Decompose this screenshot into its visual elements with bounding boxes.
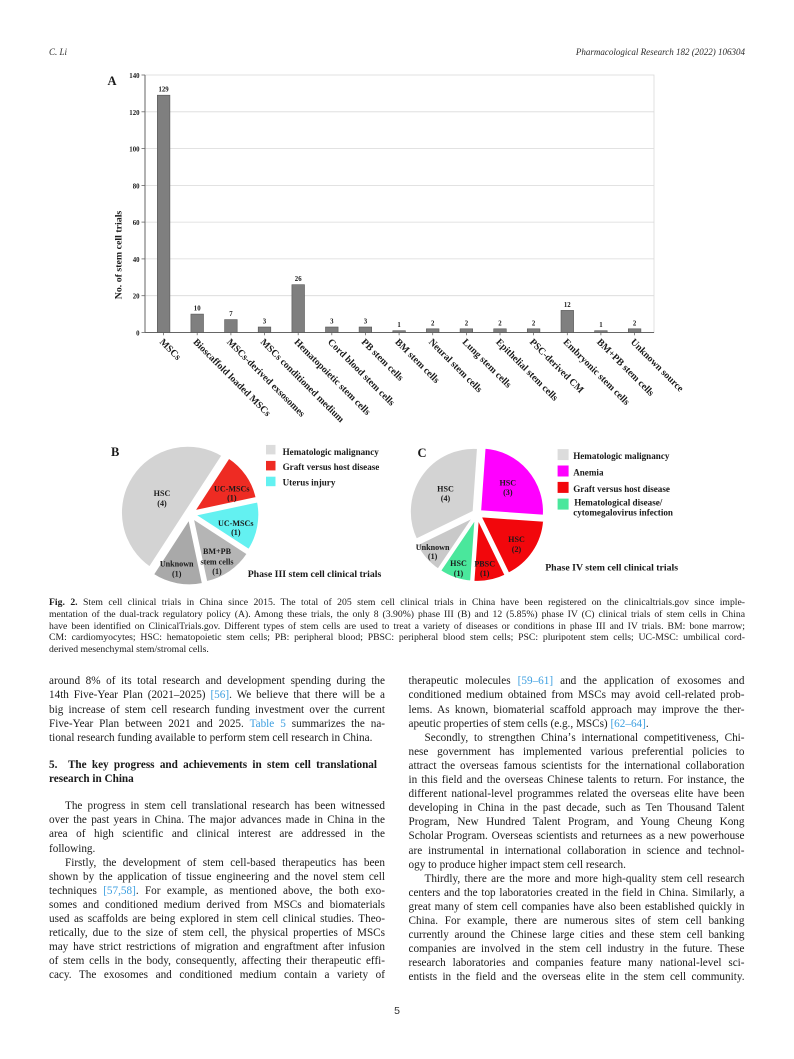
svg-text:Anemia: Anemia: [573, 468, 604, 478]
svg-text:(1): (1): [428, 552, 438, 561]
svg-text:HSC: HSC: [499, 478, 516, 487]
svg-text:7: 7: [229, 311, 233, 318]
svg-text:(1): (1): [172, 569, 182, 578]
svg-text:100: 100: [129, 147, 140, 154]
svg-text:MSCs: MSCs: [157, 337, 183, 363]
svg-text:Graft versus host disease: Graft versus host disease: [573, 484, 670, 494]
svg-text:Graft versus host disease: Graft versus host disease: [283, 462, 380, 472]
svg-text:Phase III stem cell clinical t: Phase III stem cell clinical trials: [248, 569, 382, 580]
svg-text:1: 1: [599, 322, 603, 329]
svg-text:80: 80: [133, 183, 140, 190]
svg-text:Epithelial stem cells: Epithelial stem cells: [493, 337, 560, 404]
svg-text:26: 26: [295, 276, 302, 283]
svg-text:(4): (4): [441, 494, 451, 503]
svg-text:(1): (1): [212, 567, 222, 576]
svg-text:B: B: [111, 445, 119, 459]
svg-text:Unknown: Unknown: [160, 560, 194, 569]
svg-text:40: 40: [133, 257, 140, 264]
svg-text:Uterus injury: Uterus injury: [283, 478, 336, 488]
svg-text:60: 60: [133, 220, 140, 227]
svg-text:C: C: [418, 446, 427, 460]
svg-text:(1): (1): [227, 494, 237, 503]
svg-text:2: 2: [532, 320, 536, 327]
svg-text:(3): (3): [503, 488, 513, 497]
svg-text:20: 20: [133, 294, 140, 301]
svg-text:0: 0: [136, 331, 140, 338]
svg-text:129: 129: [158, 87, 169, 94]
svg-text:Hematologic malignancy: Hematologic malignancy: [283, 447, 380, 457]
svg-text:BM+PB: BM+PB: [203, 547, 232, 556]
svg-text:12: 12: [564, 302, 571, 309]
svg-text:3: 3: [263, 319, 267, 326]
svg-text:stem cells: stem cells: [200, 557, 233, 566]
svg-text:Hematological disease/: Hematological disease/: [574, 498, 663, 508]
svg-text:A: A: [108, 74, 117, 88]
svg-text:PBSC: PBSC: [474, 560, 495, 569]
svg-text:(2): (2): [512, 545, 522, 554]
svg-text:(4): (4): [157, 499, 167, 508]
svg-text:120: 120: [129, 110, 140, 117]
svg-text:3: 3: [330, 319, 334, 326]
svg-text:2: 2: [431, 320, 435, 327]
svg-text:HSC: HSC: [437, 485, 454, 494]
svg-text:(1): (1): [454, 569, 464, 578]
svg-text:HSC: HSC: [508, 535, 525, 544]
svg-text:Hematologic malignancy: Hematologic malignancy: [573, 451, 670, 461]
svg-text:UC-MSCs: UC-MSCs: [214, 485, 250, 494]
svg-text:No. of stem cell trials: No. of stem cell trials: [114, 211, 125, 300]
svg-text:(1): (1): [480, 569, 490, 578]
svg-text:Phase IV stem cell clinical tr: Phase IV stem cell clinical trials: [545, 563, 678, 574]
svg-text:HSC: HSC: [154, 489, 171, 498]
svg-text:2: 2: [498, 320, 502, 327]
svg-text:2: 2: [465, 320, 469, 327]
svg-text:3: 3: [364, 319, 368, 326]
svg-text:BM+PB stem cells: BM+PB stem cells: [594, 337, 656, 399]
svg-text:UC-MSCs: UC-MSCs: [218, 519, 254, 528]
svg-text:10: 10: [194, 306, 201, 313]
svg-text:cytomegalovirus infection: cytomegalovirus infection: [573, 508, 673, 518]
svg-text:1: 1: [397, 322, 401, 329]
svg-text:(1): (1): [231, 528, 241, 537]
svg-text:140: 140: [129, 73, 140, 80]
svg-text:Unknown: Unknown: [416, 543, 450, 552]
svg-text:2: 2: [633, 320, 637, 327]
svg-text:HSC: HSC: [450, 559, 467, 568]
